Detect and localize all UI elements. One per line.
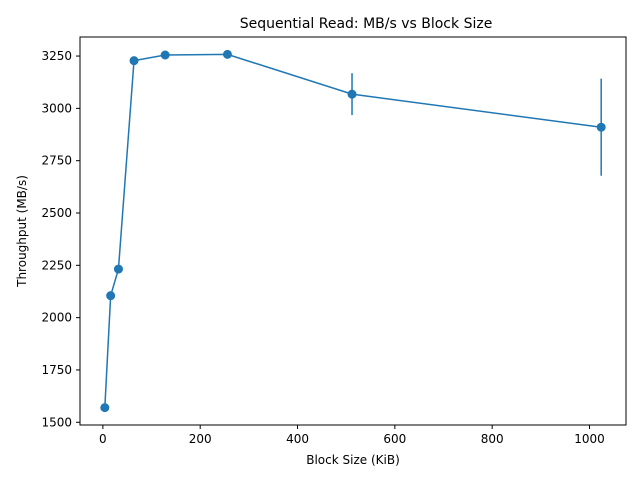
x-tick-label: 600 <box>383 432 406 446</box>
y-axis: 1500 1750 2000 2250 2500 2750 3000 3250 <box>41 49 80 429</box>
data-point <box>160 50 170 60</box>
data-point <box>347 89 357 99</box>
y-tick-label: 3250 <box>41 49 72 63</box>
data-point <box>222 49 232 59</box>
x-axis-label: Block Size (KiB) <box>306 453 400 467</box>
data-point <box>113 264 123 274</box>
y-tick-label: 2750 <box>41 154 72 168</box>
plot-frame <box>79 36 627 426</box>
y-tick-label: 2000 <box>41 311 72 325</box>
y-tick-label: 2500 <box>41 206 72 220</box>
data-point <box>129 56 139 66</box>
x-tick-label: 800 <box>481 432 504 446</box>
series-line <box>104 53 602 408</box>
y-axis-label: Throughput (MB/s) <box>15 175 29 288</box>
y-tick-label: 1750 <box>41 363 72 377</box>
x-tick-label: 1000 <box>574 432 605 446</box>
plot-area <box>100 49 606 413</box>
data-point <box>100 403 110 413</box>
data-point <box>106 291 116 301</box>
y-tick-label: 2250 <box>41 258 72 272</box>
data-point <box>596 122 606 132</box>
x-tick-label: 400 <box>286 432 309 446</box>
x-tick-label: 200 <box>189 432 212 446</box>
y-tick-label: 1500 <box>41 415 72 429</box>
chart-title: Sequential Read: MB/s vs Block Size <box>240 16 493 32</box>
x-tick-label: 0 <box>99 432 107 446</box>
y-tick-label: 3000 <box>41 101 72 115</box>
x-axis: 0 200 400 600 800 1000 <box>99 425 605 446</box>
